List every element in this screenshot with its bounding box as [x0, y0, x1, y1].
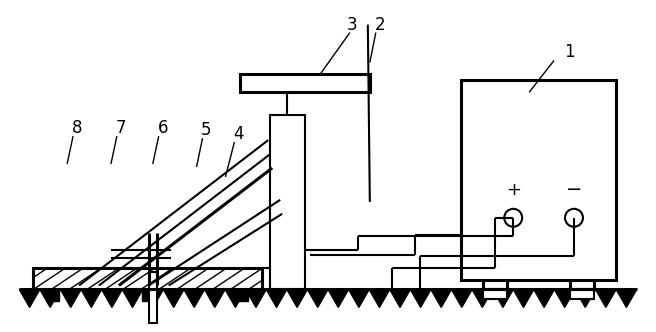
Polygon shape [554, 290, 575, 307]
Polygon shape [596, 290, 616, 307]
Text: 2: 2 [375, 16, 385, 34]
Polygon shape [390, 290, 410, 307]
Polygon shape [266, 290, 287, 307]
Polygon shape [246, 290, 266, 307]
Polygon shape [122, 290, 143, 307]
Text: −: − [565, 180, 582, 200]
Polygon shape [348, 290, 369, 307]
Polygon shape [575, 290, 596, 307]
Bar [142, 290, 154, 301]
Text: +: + [506, 181, 521, 199]
Bar [570, 290, 594, 299]
Polygon shape [534, 290, 554, 307]
Polygon shape [205, 290, 225, 307]
Text: 6: 6 [157, 119, 168, 137]
Polygon shape [616, 290, 637, 307]
Polygon shape [410, 290, 431, 307]
Polygon shape [328, 290, 348, 307]
Bar [33, 268, 262, 290]
Polygon shape [493, 290, 513, 307]
Polygon shape [143, 290, 163, 307]
Polygon shape [513, 290, 534, 307]
Text: 4: 4 [233, 125, 243, 143]
Polygon shape [287, 290, 308, 307]
Polygon shape [451, 290, 472, 307]
Polygon shape [102, 290, 122, 307]
Text: 3: 3 [346, 16, 358, 34]
Bar [236, 290, 249, 301]
Polygon shape [81, 290, 102, 307]
Text: 7: 7 [115, 119, 126, 137]
Text: 5: 5 [200, 121, 211, 139]
Polygon shape [40, 290, 60, 307]
Polygon shape [163, 290, 184, 307]
Bar [461, 80, 616, 280]
Text: 1: 1 [564, 43, 574, 61]
Polygon shape [19, 290, 40, 307]
Polygon shape [60, 290, 81, 307]
Polygon shape [225, 290, 246, 307]
Bar [149, 272, 157, 323]
Polygon shape [184, 290, 205, 307]
Bar [47, 290, 59, 301]
Polygon shape [472, 290, 493, 307]
Polygon shape [431, 290, 451, 307]
Text: 8: 8 [72, 119, 82, 137]
Polygon shape [308, 290, 328, 307]
Bar [270, 115, 305, 290]
Bar [240, 74, 370, 92]
Bar [483, 290, 507, 299]
Polygon shape [369, 290, 390, 307]
